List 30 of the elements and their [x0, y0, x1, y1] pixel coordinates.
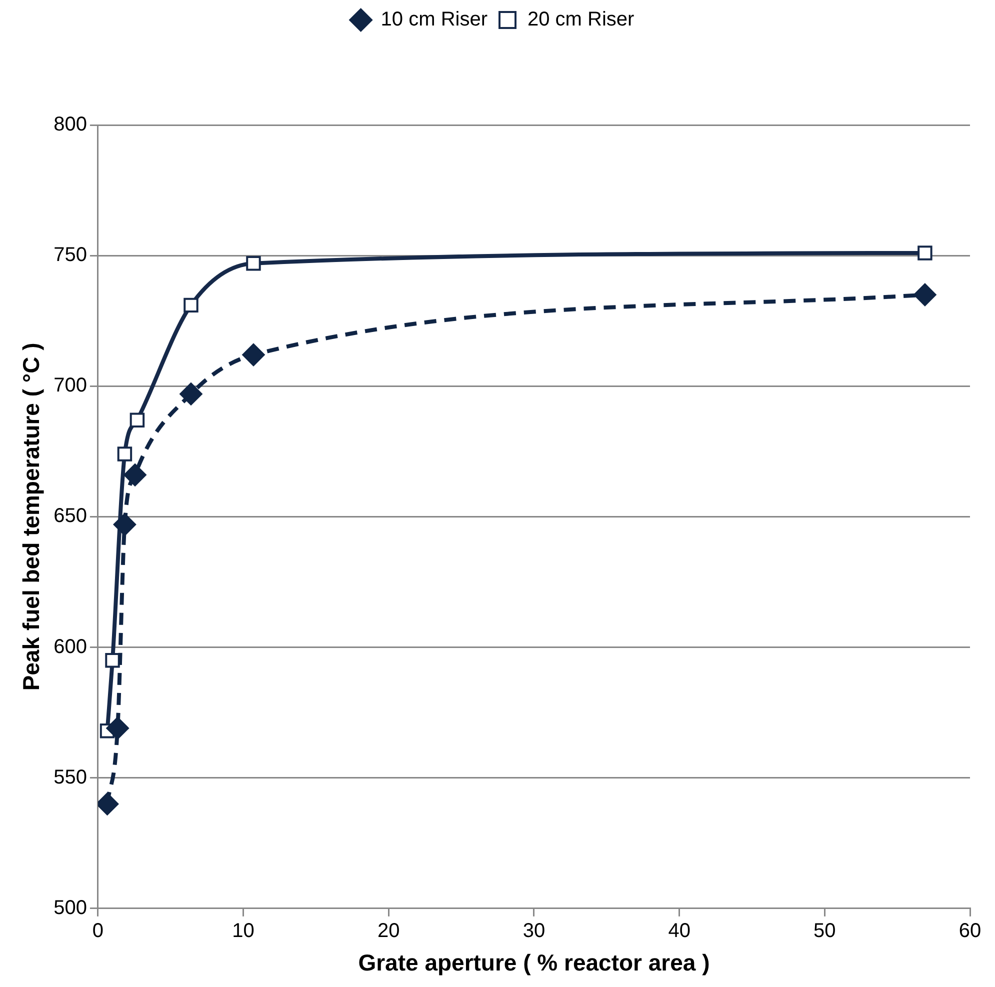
- y-tick-label: 550: [54, 766, 87, 788]
- y-tick-label: 600: [54, 636, 87, 658]
- x-axis-title: Grate aperture ( % reactor area ): [358, 950, 710, 976]
- x-tick-label: 0: [92, 920, 104, 942]
- legend-label: 10 cm Riser: [380, 8, 488, 31]
- point: [105, 652, 120, 668]
- point: [918, 246, 932, 260]
- x-tick-label: 20: [378, 920, 400, 942]
- x-tick-label: 50: [814, 920, 836, 942]
- legend-label: 20 cm Riser: [528, 8, 635, 31]
- point: [124, 463, 147, 486]
- point: [179, 382, 202, 406]
- y-tick-label: 500: [54, 896, 87, 919]
- x-tick-label: 10: [232, 920, 254, 942]
- y-tick-label: 650: [54, 505, 87, 528]
- point: [246, 256, 261, 271]
- x-tick-label: 40: [668, 920, 690, 942]
- point: [113, 513, 136, 536]
- y-axis-title: Peak fuel bed temperature ( °C ): [18, 342, 44, 691]
- point: [117, 446, 132, 462]
- point: [913, 283, 936, 306]
- y-tick-label: 750: [54, 244, 87, 266]
- point: [130, 412, 145, 428]
- point: [184, 298, 198, 313]
- point: [106, 716, 130, 740]
- point: [242, 343, 265, 366]
- x-tick-label: 30: [522, 920, 546, 942]
- y-tick-label: 800: [54, 114, 87, 136]
- y-tick-label: 700: [54, 374, 87, 397]
- x-tick-label: 60: [958, 920, 982, 942]
